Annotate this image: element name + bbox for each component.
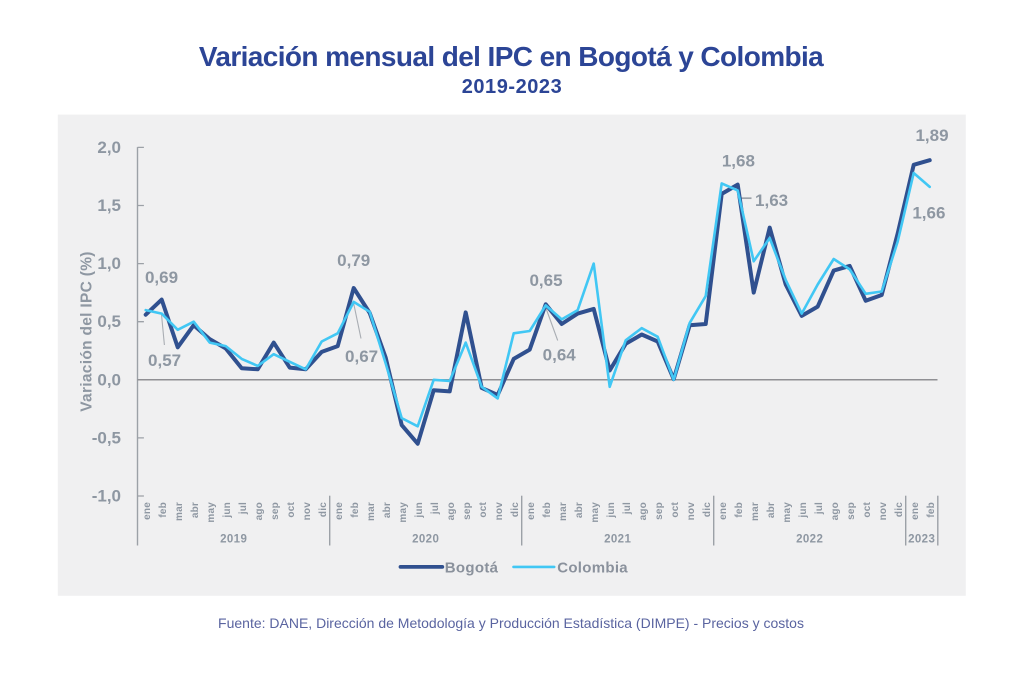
svg-text:feb: feb — [542, 502, 553, 518]
svg-text:feb: feb — [734, 502, 745, 518]
svg-text:feb: feb — [350, 502, 361, 518]
svg-text:dic: dic — [318, 502, 329, 517]
svg-text:ene: ene — [142, 502, 153, 520]
svg-text:2022: 2022 — [796, 534, 823, 546]
svg-text:jun: jun — [798, 502, 809, 519]
svg-text:abr: abr — [190, 502, 201, 518]
svg-text:2019: 2019 — [220, 534, 247, 546]
svg-text:feb: feb — [926, 502, 937, 518]
svg-text:ene: ene — [526, 502, 537, 520]
svg-text:sep: sep — [462, 502, 473, 520]
svg-text:may: may — [398, 502, 409, 523]
svg-text:ago: ago — [830, 502, 841, 520]
svg-text:mar: mar — [750, 502, 761, 521]
svg-text:feb: feb — [158, 502, 169, 518]
svg-text:may: may — [590, 502, 601, 523]
svg-text:2,0: 2,0 — [97, 138, 121, 157]
svg-text:0,79: 0,79 — [337, 251, 370, 270]
svg-text:2020: 2020 — [412, 534, 439, 546]
svg-text:0,0: 0,0 — [97, 370, 121, 389]
svg-text:ago: ago — [254, 502, 265, 520]
svg-text:Bogotá: Bogotá — [445, 560, 499, 577]
svg-text:1,0: 1,0 — [97, 254, 121, 273]
svg-text:0,65: 0,65 — [529, 271, 562, 290]
svg-text:ene: ene — [718, 502, 729, 520]
svg-text:0,5: 0,5 — [97, 312, 121, 331]
svg-text:1,5: 1,5 — [97, 196, 121, 215]
svg-text:1,63: 1,63 — [755, 191, 788, 210]
svg-text:0,64: 0,64 — [543, 346, 577, 365]
svg-text:oct: oct — [478, 502, 489, 518]
svg-text:sep: sep — [270, 502, 281, 520]
svg-text:nov: nov — [494, 502, 505, 521]
svg-text:jun: jun — [414, 502, 425, 519]
svg-text:mar: mar — [558, 502, 569, 521]
svg-text:-0,5: -0,5 — [92, 428, 121, 447]
svg-text:jun: jun — [606, 502, 617, 519]
svg-text:nov: nov — [878, 502, 889, 521]
svg-text:dic: dic — [894, 502, 905, 517]
svg-text:ene: ene — [334, 502, 345, 520]
svg-text:dic: dic — [510, 502, 521, 517]
svg-text:jul: jul — [814, 502, 825, 515]
svg-text:may: may — [206, 502, 217, 523]
svg-text:ago: ago — [638, 502, 649, 520]
svg-text:oct: oct — [862, 502, 873, 518]
svg-text:mar: mar — [174, 502, 185, 521]
svg-text:abr: abr — [382, 502, 393, 518]
svg-text:may: may — [782, 502, 793, 523]
svg-text:Colombia: Colombia — [557, 560, 628, 577]
svg-text:abr: abr — [766, 502, 777, 518]
svg-text:2021: 2021 — [604, 534, 631, 546]
svg-text:sep: sep — [846, 502, 857, 520]
svg-text:1,89: 1,89 — [915, 126, 948, 145]
svg-text:jul: jul — [238, 502, 249, 515]
svg-text:0,57: 0,57 — [148, 351, 181, 370]
svg-text:0,67: 0,67 — [345, 347, 378, 366]
svg-text:-1,0: -1,0 — [92, 487, 121, 506]
svg-text:nov: nov — [302, 502, 313, 521]
svg-text:jul: jul — [622, 502, 633, 515]
svg-text:oct: oct — [286, 502, 297, 518]
svg-text:jul: jul — [430, 502, 441, 515]
svg-text:dic: dic — [702, 502, 713, 517]
svg-text:ago: ago — [446, 502, 457, 520]
svg-text:2023: 2023 — [908, 534, 935, 546]
svg-text:ene: ene — [910, 502, 921, 520]
svg-text:Variación del IPC (%): Variación del IPC (%) — [79, 251, 96, 411]
svg-text:sep: sep — [654, 502, 665, 520]
svg-text:mar: mar — [366, 502, 377, 521]
svg-text:0,69: 0,69 — [145, 268, 178, 287]
svg-text:abr: abr — [574, 502, 585, 518]
svg-text:jun: jun — [222, 502, 233, 519]
svg-text:nov: nov — [686, 502, 697, 521]
svg-text:1,68: 1,68 — [722, 152, 755, 171]
svg-text:oct: oct — [670, 502, 681, 518]
svg-text:1,66: 1,66 — [912, 204, 945, 223]
